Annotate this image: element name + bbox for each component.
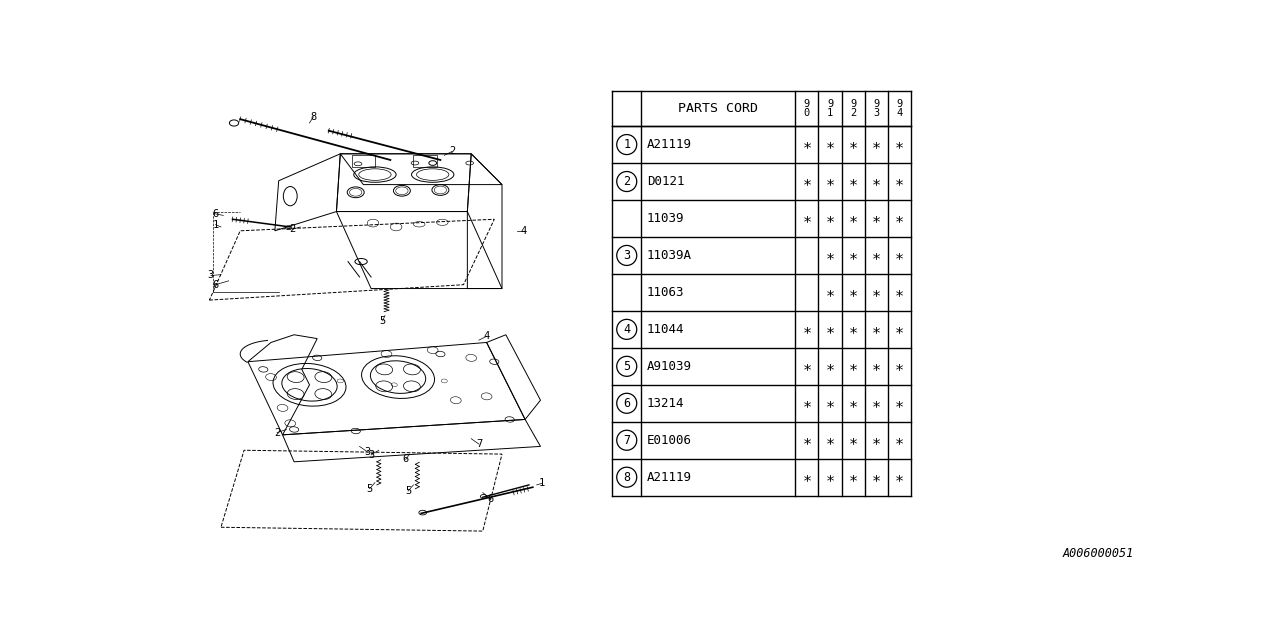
Text: ∗: ∗ [826, 396, 835, 411]
Text: ∗: ∗ [872, 322, 881, 337]
Text: ∗: ∗ [849, 359, 858, 374]
Text: 6: 6 [212, 209, 219, 219]
Text: ∗: ∗ [872, 137, 881, 152]
Text: 5: 5 [404, 486, 411, 496]
Text: ∗: ∗ [872, 285, 881, 300]
Text: ∗: ∗ [872, 470, 881, 484]
Text: ∗: ∗ [872, 248, 881, 263]
Text: 6: 6 [212, 280, 219, 290]
Text: 11063: 11063 [646, 286, 685, 299]
Text: 2: 2 [274, 428, 280, 438]
Text: ∗: ∗ [895, 211, 904, 226]
Text: ∗: ∗ [803, 359, 812, 374]
Text: A91039: A91039 [646, 360, 691, 373]
Text: 4: 4 [484, 332, 490, 341]
Text: 6: 6 [403, 454, 408, 465]
Text: ∗: ∗ [895, 359, 904, 374]
Text: 3: 3 [207, 271, 214, 280]
Text: ∗: ∗ [849, 174, 858, 189]
Text: 5: 5 [366, 484, 372, 493]
Text: ∗: ∗ [849, 433, 858, 448]
Text: 6: 6 [623, 397, 630, 410]
Text: 11039: 11039 [646, 212, 685, 225]
Text: ∗: ∗ [826, 174, 835, 189]
Text: ∗: ∗ [826, 137, 835, 152]
Text: A21119: A21119 [646, 138, 691, 151]
Text: ∗: ∗ [872, 359, 881, 374]
Text: ∗: ∗ [895, 137, 904, 152]
Text: PARTS CORD: PARTS CORD [678, 102, 758, 115]
Text: ∗: ∗ [895, 248, 904, 263]
Text: 6: 6 [488, 494, 494, 504]
Text: ∗: ∗ [803, 137, 812, 152]
Text: 4: 4 [521, 226, 526, 236]
Text: ∗: ∗ [895, 433, 904, 448]
Text: ∗: ∗ [849, 470, 858, 484]
Text: 9
1: 9 1 [827, 99, 833, 118]
Text: ∗: ∗ [872, 396, 881, 411]
Text: 9
4: 9 4 [896, 99, 902, 118]
Text: ∗: ∗ [826, 211, 835, 226]
Text: 8: 8 [623, 470, 630, 484]
Text: 3: 3 [623, 249, 630, 262]
Text: ∗: ∗ [895, 174, 904, 189]
Text: ∗: ∗ [826, 433, 835, 448]
Text: 5: 5 [380, 316, 385, 326]
Text: ∗: ∗ [826, 322, 835, 337]
Text: 11039A: 11039A [646, 249, 691, 262]
Text: 7: 7 [476, 439, 483, 449]
Text: 9
0: 9 0 [804, 99, 810, 118]
Text: ∗: ∗ [872, 174, 881, 189]
Text: A006000051: A006000051 [1062, 547, 1133, 561]
Text: ∗: ∗ [895, 285, 904, 300]
Text: ∗: ∗ [803, 174, 812, 189]
Text: ∗: ∗ [826, 470, 835, 484]
Text: 3: 3 [367, 450, 374, 460]
Text: ∗: ∗ [849, 137, 858, 152]
Text: 1: 1 [212, 220, 219, 230]
Text: 2: 2 [623, 175, 630, 188]
Text: ∗: ∗ [803, 470, 812, 484]
Text: ∗: ∗ [849, 396, 858, 411]
Text: E01006: E01006 [646, 434, 691, 447]
Text: 9
3: 9 3 [873, 99, 879, 118]
Text: 9
2: 9 2 [850, 99, 856, 118]
Text: ∗: ∗ [872, 433, 881, 448]
Text: ∗: ∗ [826, 248, 835, 263]
Text: 11044: 11044 [646, 323, 685, 336]
Text: 2: 2 [289, 224, 296, 234]
Text: ∗: ∗ [803, 396, 812, 411]
Text: ∗: ∗ [803, 433, 812, 448]
Text: 1: 1 [623, 138, 630, 151]
Text: D0121: D0121 [646, 175, 685, 188]
Text: 2: 2 [449, 147, 456, 157]
Text: 4: 4 [623, 323, 630, 336]
Text: ∗: ∗ [895, 322, 904, 337]
Text: ∗: ∗ [849, 322, 858, 337]
Text: ∗: ∗ [849, 211, 858, 226]
Text: 1: 1 [539, 478, 545, 488]
Text: ∗: ∗ [849, 285, 858, 300]
Text: ∗: ∗ [849, 248, 858, 263]
Text: ∗: ∗ [826, 359, 835, 374]
Text: ∗: ∗ [803, 211, 812, 226]
Text: 8: 8 [310, 112, 316, 122]
Text: ∗: ∗ [803, 322, 812, 337]
Text: 3: 3 [364, 447, 370, 457]
Text: 5: 5 [623, 360, 630, 373]
Text: 13214: 13214 [646, 397, 685, 410]
Text: 7: 7 [623, 434, 630, 447]
Text: ∗: ∗ [895, 470, 904, 484]
Text: ∗: ∗ [895, 396, 904, 411]
Text: ∗: ∗ [872, 211, 881, 226]
Text: ∗: ∗ [826, 285, 835, 300]
Text: A21119: A21119 [646, 470, 691, 484]
